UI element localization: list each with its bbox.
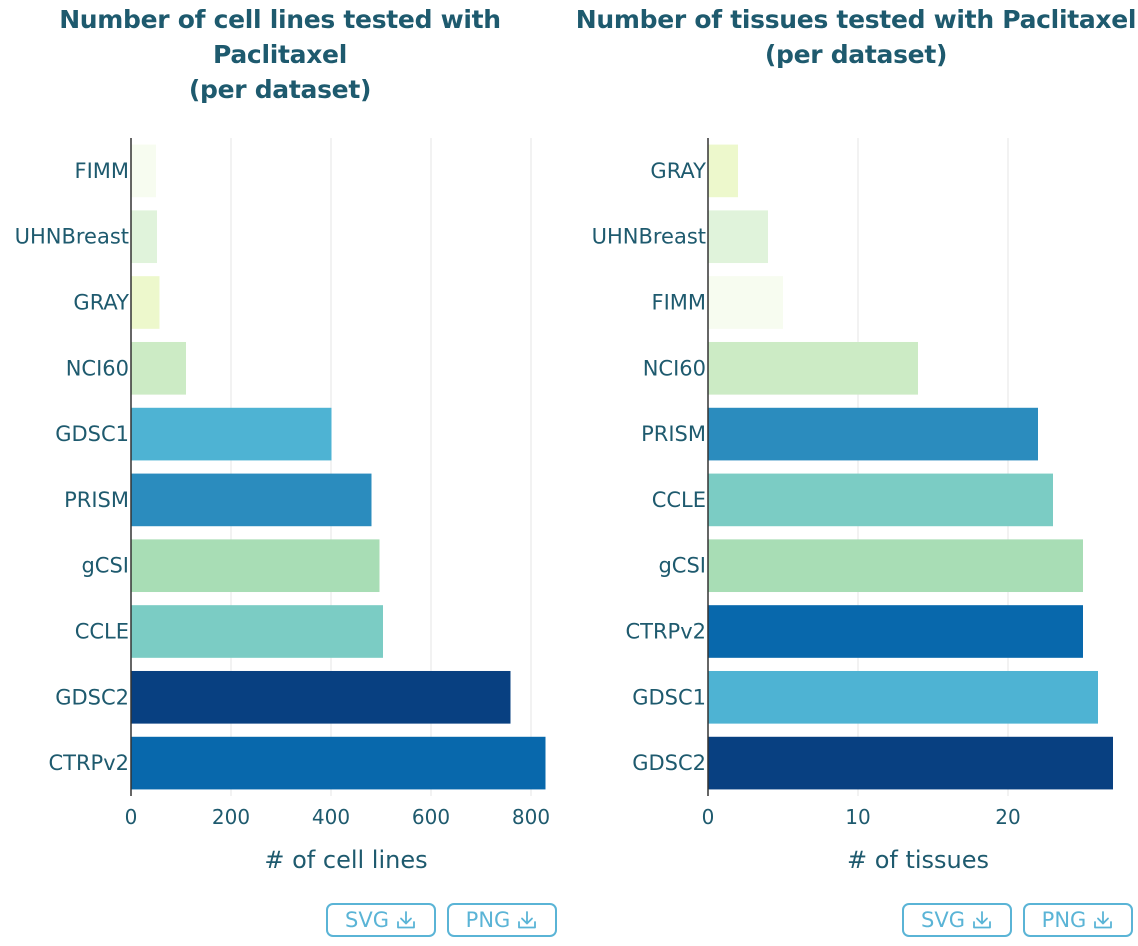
download-svg-label: SVG bbox=[921, 908, 965, 932]
bar-uhnbreast[interactable] bbox=[131, 210, 157, 264]
category-label: CTRPv2 bbox=[48, 751, 129, 775]
bar-ccle[interactable] bbox=[131, 605, 383, 658]
download-icon bbox=[1094, 911, 1113, 929]
bar-ctrpv2[interactable] bbox=[708, 605, 1083, 658]
category-label: CCLE bbox=[75, 620, 129, 644]
category-label: FIMM bbox=[651, 291, 706, 315]
category-label: FIMM bbox=[74, 159, 129, 183]
x-tick-label: 600 bbox=[412, 805, 450, 829]
category-label: CTRPv2 bbox=[625, 620, 706, 644]
bar-nci60[interactable] bbox=[131, 341, 186, 395]
category-label: UHNBreast bbox=[592, 225, 706, 249]
download-svg-button[interactable]: SVG bbox=[902, 903, 1012, 937]
bar-gray[interactable] bbox=[708, 144, 738, 198]
category-label: NCI60 bbox=[643, 356, 706, 380]
x-axis-title: # of tissues bbox=[847, 846, 989, 874]
x-tick-label: 200 bbox=[212, 805, 250, 829]
chart-title: Number of cell lines tested with Paclita… bbox=[0, 2, 560, 107]
download-icon bbox=[973, 911, 991, 929]
bar-gdsc1[interactable] bbox=[708, 670, 1098, 724]
category-label: GDSC1 bbox=[55, 422, 129, 446]
x-axis-title: # of cell lines bbox=[264, 846, 427, 874]
chart-title-line2: (per dataset) bbox=[188, 75, 372, 104]
category-label: PRISM bbox=[641, 422, 706, 446]
cell-lines-bar-chart: FIMM UHNBreast GRAY NCI60 GDSC1 PRISM gCSI CCLE… bbox=[15, 138, 550, 874]
category-label: UHNBreast bbox=[15, 225, 129, 249]
chart-title-line1: Number of cell lines tested with Paclita… bbox=[59, 5, 501, 69]
x-tick-label: 0 bbox=[702, 805, 715, 829]
category-label: GRAY bbox=[650, 159, 706, 183]
tissues-chart-panel: Number of tissues tested with Paclitaxel… bbox=[569, 0, 1138, 946]
download-icon bbox=[397, 911, 415, 929]
chart-title-line2: (per dataset) bbox=[764, 40, 948, 69]
category-label: gCSI bbox=[658, 554, 706, 578]
bar-gray[interactable] bbox=[131, 276, 160, 329]
category-label: GDSC1 bbox=[632, 685, 706, 709]
x-tick-label: 20 bbox=[995, 805, 1020, 829]
bar-prism[interactable] bbox=[708, 407, 1038, 461]
category-label: GDSC2 bbox=[632, 751, 706, 775]
download-png-button[interactable]: PNG bbox=[1023, 903, 1133, 937]
download-svg-button[interactable]: SVG bbox=[326, 903, 436, 937]
download-png-button[interactable]: PNG bbox=[447, 903, 557, 937]
x-tick-label: 10 bbox=[845, 805, 870, 829]
bar-gdsc1[interactable] bbox=[131, 407, 332, 461]
bar-nci60[interactable] bbox=[708, 341, 918, 395]
bar-gdsc2[interactable] bbox=[708, 736, 1113, 790]
cell-lines-chart-panel: Number of cell lines tested with Paclita… bbox=[0, 2, 560, 937]
bar-gdsc2[interactable] bbox=[131, 670, 511, 724]
bar-gcsi[interactable] bbox=[708, 539, 1083, 593]
bar-fimm[interactable] bbox=[708, 276, 783, 329]
bar-prism[interactable] bbox=[131, 473, 372, 527]
bar-fimm[interactable] bbox=[131, 144, 156, 198]
download-png-label: PNG bbox=[1041, 908, 1087, 932]
bar-ctrpv2[interactable] bbox=[131, 736, 546, 790]
bar-gcsi[interactable] bbox=[131, 539, 380, 593]
bar-ccle[interactable] bbox=[708, 473, 1053, 527]
category-label: NCI60 bbox=[66, 356, 129, 380]
download-svg-label: SVG bbox=[345, 908, 389, 932]
bar-uhnbreast[interactable] bbox=[708, 210, 768, 264]
x-tick-label: 0 bbox=[125, 805, 138, 829]
x-tick-label: 400 bbox=[312, 805, 350, 829]
category-label: gCSI bbox=[81, 554, 129, 578]
download-png-label: PNG bbox=[465, 908, 511, 932]
x-tick-label: 800 bbox=[512, 805, 550, 829]
category-label: CCLE bbox=[652, 488, 706, 512]
chart-title-line1: Number of tissues tested with Paclitaxel bbox=[575, 5, 1137, 34]
chart-title: Number of tissues tested with Paclitaxel… bbox=[569, 2, 1138, 72]
category-label: PRISM bbox=[64, 488, 129, 512]
tissues-bar-chart: GRAY UHNBreast FIMM NCI60 PRISM CCLE gCSI CTRPv… bbox=[592, 138, 1113, 874]
category-label: GDSC2 bbox=[55, 685, 129, 709]
download-icon bbox=[518, 911, 537, 929]
category-label: GRAY bbox=[73, 291, 129, 315]
